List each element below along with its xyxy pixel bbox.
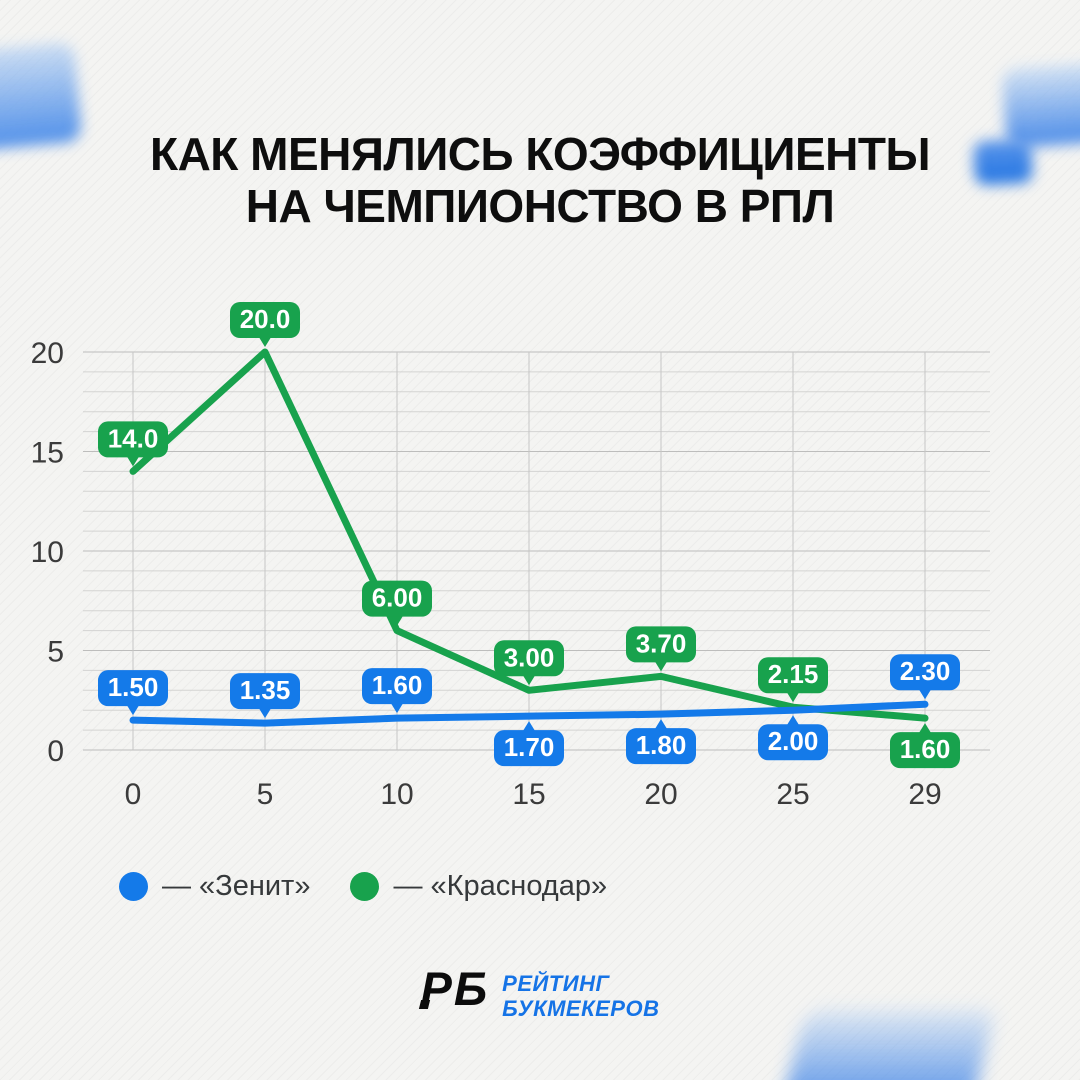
value-badge: 1.60 [890, 723, 960, 769]
logo-wordmark: РЕЙТИНГ БУКМЕКЕРОВ [502, 971, 659, 1021]
svg-text:3.70: 3.70 [636, 628, 687, 658]
svg-text:2.30: 2.30 [900, 656, 951, 686]
value-badge: 3.00 [494, 640, 564, 686]
rb-monogram-dot-icon [418, 1000, 430, 1009]
svg-text:0: 0 [47, 735, 64, 768]
x-axis-labels: 0 5 10 15 20 25 29 [125, 778, 942, 811]
svg-text:1.50: 1.50 [108, 672, 159, 702]
page-title-line1: КАК МЕНЯЛИСЬ КОЭФФИЦИЕНТЫ [150, 128, 931, 180]
value-badge: 20.0 [230, 302, 300, 347]
svg-text:1.60: 1.60 [900, 734, 951, 764]
value-badge: 1.35 [230, 673, 300, 719]
rating-bookmakers-logo: РБ РЕЙТИНГ БУКМЕКЕРОВ [0, 964, 1080, 1021]
svg-text:1.60: 1.60 [372, 670, 423, 700]
svg-text:10: 10 [31, 536, 64, 569]
svg-text:2.15: 2.15 [768, 659, 819, 689]
legend-label-zenit: — «Зенит» [162, 870, 311, 902]
svg-text:6.00: 6.00 [372, 583, 423, 613]
svg-text:1.35: 1.35 [240, 675, 291, 705]
svg-text:2.00: 2.00 [768, 726, 819, 756]
value-badge: 1.70 [494, 721, 564, 767]
logo-wordmark-line1: РЕЙТИНГ [502, 971, 610, 996]
svg-text:14.0: 14.0 [108, 423, 159, 453]
svg-text:5: 5 [47, 636, 64, 669]
svg-text:10: 10 [380, 778, 413, 811]
value-badge: 1.80 [626, 719, 696, 765]
value-badge: 6.00 [362, 580, 432, 626]
rb-monogram: РБ [418, 962, 490, 1015]
svg-text:20.0: 20.0 [240, 304, 291, 334]
svg-text:0: 0 [125, 778, 142, 811]
value-badge: 3.70 [626, 626, 696, 672]
svg-text:5: 5 [257, 778, 274, 811]
svg-text:1.70: 1.70 [504, 732, 555, 762]
rb-monogram-text: РБ [420, 962, 490, 1015]
legend-item-krasnodar: — «Краснодар» [350, 870, 607, 903]
svg-text:29: 29 [908, 778, 941, 811]
value-badge: 1.60 [362, 668, 432, 714]
svg-text:20: 20 [31, 337, 64, 370]
svg-text:1.80: 1.80 [636, 730, 687, 760]
legend-item-zenit: — «Зенит» [119, 870, 310, 903]
value-badge: 2.30 [890, 654, 960, 700]
y-axis-labels: 0 5 10 15 20 [31, 337, 64, 768]
value-badge: 14.0 [98, 421, 168, 467]
value-badge: 1.50 [98, 670, 168, 716]
svg-text:25: 25 [776, 778, 809, 811]
page-title: КАК МЕНЯЛИСЬ КОЭФФИЦИЕНТЫ НА ЧЕМПИОНСТВО… [0, 128, 1080, 232]
krasnodar-color-dot-icon [350, 872, 380, 901]
svg-text:20: 20 [644, 778, 677, 811]
legend-label-krasnodar: — «Краснодар» [393, 870, 608, 902]
svg-text:15: 15 [31, 437, 64, 470]
horizontal-gridlines [83, 351, 990, 751]
chart-legend: — «Зенит» — «Краснодар» [119, 870, 607, 903]
zenit-color-dot-icon [119, 872, 148, 901]
svg-text:15: 15 [512, 778, 545, 811]
svg-text:3.00: 3.00 [504, 642, 555, 672]
value-badge: 2.15 [758, 657, 828, 703]
value-badge: 2.00 [758, 715, 828, 761]
logo-wordmark-line2: БУКМЕКЕРОВ [502, 996, 660, 1021]
page-title-line2: НА ЧЕМПИОНСТВО В РПЛ [245, 180, 835, 232]
series-line-1 [129, 700, 929, 727]
